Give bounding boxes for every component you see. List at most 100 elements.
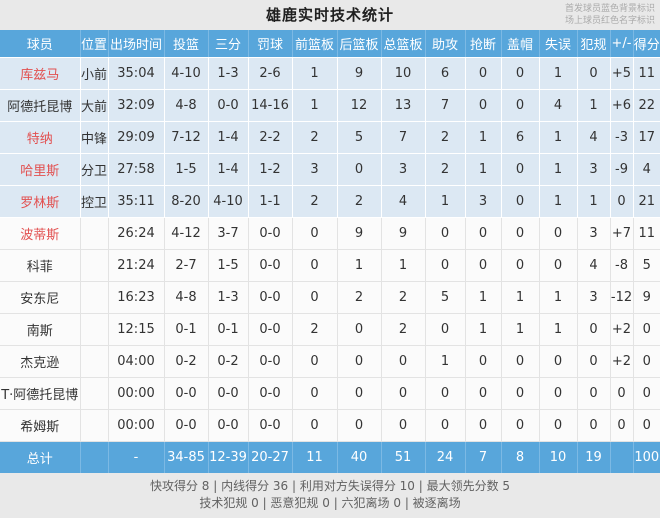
stat-cell: 5 [633, 249, 660, 282]
stat-cell: 27:58 [108, 153, 165, 186]
player-row: 科菲 21:24 2-7 1-5 0-0 0 1 1 0 0 0 0 4 -8 5 [0, 249, 660, 282]
stat-cell: 1 [292, 89, 338, 122]
stat-cell: 1 [465, 153, 502, 186]
stat-cell: 4-10 [164, 57, 209, 90]
stat-cell: 2 [425, 121, 466, 154]
stat-cell: 1 [501, 313, 540, 346]
stat-cell: 9 [381, 217, 426, 250]
player-position: 分卫 [80, 153, 109, 186]
stat-cell: 0-1 [208, 313, 249, 346]
stat-cell: 4-10 [208, 185, 249, 218]
stat-cell: 4-12 [164, 217, 209, 250]
stat-cell: 29:09 [108, 121, 165, 154]
player-row: 希姆斯 00:00 0-0 0-0 0-0 0 0 0 0 0 0 0 0 0 0 [0, 409, 660, 442]
player-position [80, 281, 109, 314]
player-row: 罗林斯 控卫 35:11 8-20 4-10 1-1 2 2 4 1 3 0 1 1 0 21 [0, 185, 660, 218]
stat-cell: 0-0 [248, 377, 293, 410]
totals-cell: 20-27 [248, 441, 293, 473]
stat-cell: 2 [337, 281, 382, 314]
totals-cell: - [108, 441, 165, 473]
stat-cell: 0 [501, 345, 540, 378]
legend-oncourt-note: 场上球员红色名字标识 [564, 16, 655, 26]
stat-cell: 0 [465, 345, 502, 378]
stat-cell: 7-12 [164, 121, 209, 154]
stat-cell: 0 [425, 409, 466, 442]
player-row: 波蒂斯 26:24 4-12 3-7 0-0 0 9 9 0 0 0 0 3 +7 11 [0, 217, 660, 250]
totals-cell: 12-39 [208, 441, 249, 473]
stat-cell: 1 [577, 89, 611, 122]
footer-scoring-line: 快攻得分 8 | 内线得分 36 | 利用对方失误得分 10 | 最大领先分数 … [149, 479, 511, 493]
stat-cell: 0 [337, 409, 382, 442]
stat-cell: 1-4 [208, 121, 249, 154]
stat-cell: 1 [577, 185, 611, 218]
player-row: T·阿德托昆博 00:00 0-0 0-0 0-0 0 0 0 0 0 0 0 0 0 0 [0, 377, 660, 410]
title-bar: 雄鹿实时技术统计 首发球员蓝色背景标识 场上球员红色名字标识 [0, 0, 660, 30]
totals-cell: 51 [381, 441, 426, 473]
stat-cell: 0 [501, 89, 540, 122]
stat-cell: 4 [577, 121, 611, 154]
stat-cell: 1 [337, 249, 382, 282]
stat-cell: 0 [539, 249, 578, 282]
stat-cell: 0-0 [248, 313, 293, 346]
stat-cell: 4-8 [164, 281, 209, 314]
player-name: 库兹马 [0, 57, 81, 90]
stat-cell: 0 [501, 249, 540, 282]
stat-cell: +5 [610, 57, 634, 90]
stat-cell: 0 [292, 409, 338, 442]
player-name: 罗林斯 [0, 185, 81, 218]
stat-cell: 1 [501, 281, 540, 314]
stat-cell: 3 [381, 153, 426, 186]
stat-cell: 0 [577, 57, 611, 90]
column-header-0: 球员 [0, 30, 81, 58]
stat-cell: 0 [425, 249, 466, 282]
stat-cell: 2 [337, 185, 382, 218]
stat-cell: 0 [501, 153, 540, 186]
stat-cell: 4 [539, 89, 578, 122]
stat-cell: 2 [292, 313, 338, 346]
stat-cell: -3 [610, 121, 634, 154]
stat-cell: 13 [381, 89, 426, 122]
stat-cell: 04:00 [108, 345, 165, 378]
stat-cell: 7 [381, 121, 426, 154]
stat-cell: 1 [465, 121, 502, 154]
player-position [80, 377, 109, 410]
stat-cell: 0 [465, 89, 502, 122]
stat-cell: 0 [577, 377, 611, 410]
stat-cell: 0 [577, 313, 611, 346]
totals-cell [610, 441, 634, 473]
player-position: 中锋 [80, 121, 109, 154]
stat-cell: 2 [292, 185, 338, 218]
stat-cell: 1 [425, 185, 466, 218]
stat-cell: 35:11 [108, 185, 165, 218]
player-position [80, 345, 109, 378]
stat-cell: 0 [501, 409, 540, 442]
stat-cell: 0 [539, 409, 578, 442]
stat-cell: -8 [610, 249, 634, 282]
stat-cell: 1 [425, 345, 466, 378]
player-position: 大前 [80, 89, 109, 122]
stat-cell: 00:00 [108, 377, 165, 410]
stat-cell: 0 [577, 409, 611, 442]
stats-table: 球员 位置 出场时间 投篮 三分 罚球 前篮板 后篮板 总篮板 助攻 抢断 盖帽 失误 犯规 +/- 得分 库… [0, 30, 660, 473]
totals-cell: 100 [633, 441, 660, 473]
stat-cell: 0 [633, 313, 660, 346]
stat-cell: 0 [381, 409, 426, 442]
player-name: 波蒂斯 [0, 217, 81, 250]
stat-cell: 3 [465, 185, 502, 218]
stat-cell: 0-2 [208, 345, 249, 378]
stat-cell: 2-2 [248, 121, 293, 154]
stat-cell: 11 [633, 217, 660, 250]
stat-cell: 5 [425, 281, 466, 314]
stat-cell: 14-16 [248, 89, 293, 122]
totals-row: 总计 -34-85 12-39 20-27 11 40 51 24 7 8 10 19 100 [0, 441, 660, 473]
player-name: 杰克逊 [0, 345, 81, 378]
stat-cell: 0 [465, 217, 502, 250]
stat-cell: 0 [337, 313, 382, 346]
stat-cell: 11 [633, 57, 660, 90]
stat-cell: 3 [577, 217, 611, 250]
player-name: 特纳 [0, 121, 81, 154]
player-row: 杰克逊 04:00 0-2 0-2 0-0 0 0 0 1 0 0 0 0 +2 0 [0, 345, 660, 378]
totals-cell: 10 [539, 441, 578, 473]
player-position: 控卫 [80, 185, 109, 218]
